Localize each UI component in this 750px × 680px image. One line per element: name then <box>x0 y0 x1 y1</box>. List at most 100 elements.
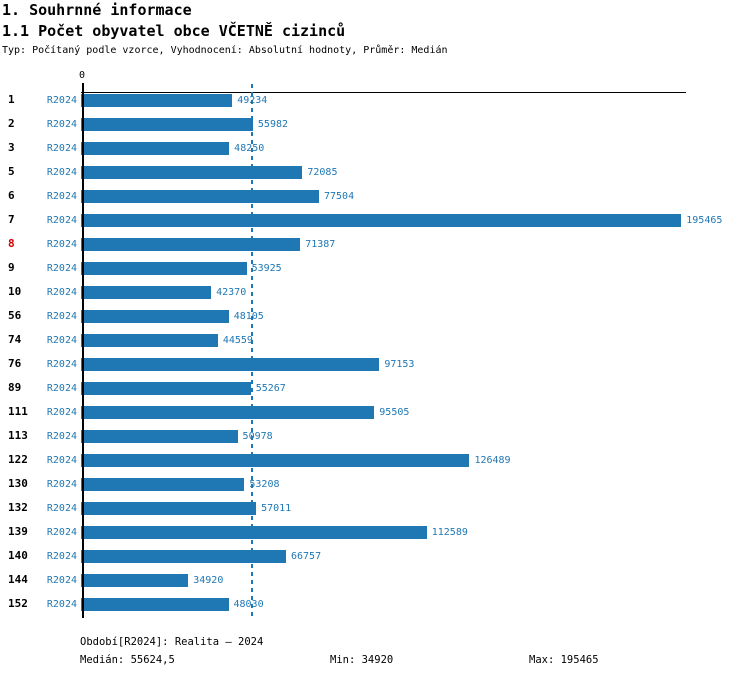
series-label: R2024 <box>46 406 77 418</box>
row-label: 144 <box>8 573 28 586</box>
bar <box>81 333 218 347</box>
series-label: R2024 <box>46 190 77 202</box>
value-label: 72085 <box>307 166 338 178</box>
row-label: 6 <box>8 189 15 202</box>
row-label: 132 <box>8 501 28 514</box>
row-label: 113 <box>8 429 28 442</box>
row-label: 2 <box>8 117 15 130</box>
bar <box>81 93 233 107</box>
row-label: 140 <box>8 549 28 562</box>
bar <box>81 477 245 491</box>
series-label: R2024 <box>46 142 77 154</box>
bar <box>81 285 212 299</box>
value-label: 112589 <box>431 526 468 538</box>
row-label: 139 <box>8 525 28 538</box>
bar <box>81 381 251 395</box>
axis-zero-tick-label: 0 <box>78 70 86 81</box>
value-label: 66757 <box>291 550 322 562</box>
bar <box>81 189 319 203</box>
row-label: 89 <box>8 381 22 394</box>
footer-min: Min: 34920 <box>330 654 394 666</box>
series-label: R2024 <box>46 94 77 106</box>
row-label: 122 <box>8 453 28 466</box>
bar <box>81 453 470 467</box>
value-label: 55982 <box>257 118 289 130</box>
row-label: 5 <box>8 165 15 178</box>
row-label: 1 <box>8 93 15 106</box>
bar <box>81 597 229 611</box>
series-label: R2024 <box>46 598 77 610</box>
value-label: 55267 <box>255 382 286 394</box>
value-label: 71387 <box>305 238 336 250</box>
row-label: 152 <box>8 597 28 610</box>
chart-meta: Typ: Počítaný podle vzorce, Vyhodnocení:… <box>2 45 448 56</box>
row-label: 111 <box>8 405 28 418</box>
bar <box>81 525 427 539</box>
bar <box>81 501 257 515</box>
value-label: 44559 <box>222 334 253 346</box>
series-label: R2024 <box>46 118 77 130</box>
value-label: 48105 <box>233 310 264 322</box>
footer-period: Období[R2024]: Realita – 2024 <box>80 636 264 648</box>
bar <box>81 573 189 587</box>
x-axis-line <box>81 92 686 93</box>
series-label: R2024 <box>46 502 77 514</box>
median-line <box>250 84 253 620</box>
bar <box>81 117 253 131</box>
value-label: 77504 <box>324 190 355 202</box>
series-label: R2024 <box>46 430 77 442</box>
page-title: 1. Souhrnné informace <box>2 1 192 19</box>
bar <box>81 213 682 227</box>
value-label: 97153 <box>384 358 415 370</box>
y-axis-line <box>81 83 84 618</box>
row-label: 10 <box>8 285 22 298</box>
footer-max: Max: 195465 <box>529 654 599 666</box>
section-title: 1.1 Počet obyvatel obce VČETNĚ cizinců <box>2 22 346 40</box>
row-label: 3 <box>8 141 15 154</box>
series-label: R2024 <box>46 166 77 178</box>
row-label: 74 <box>8 333 22 346</box>
bar <box>81 261 247 275</box>
footer-median: Medián: 55624,5 <box>80 654 175 666</box>
bar <box>81 141 230 155</box>
series-label: R2024 <box>46 310 77 322</box>
row-label: 9 <box>8 261 15 274</box>
value-label: 49234 <box>237 94 268 106</box>
series-label: R2024 <box>46 478 77 490</box>
series-label: R2024 <box>46 382 77 394</box>
series-label: R2024 <box>46 286 77 298</box>
series-label: R2024 <box>46 454 77 466</box>
bar <box>81 237 301 251</box>
value-label: 53208 <box>249 478 280 490</box>
series-label: R2024 <box>46 358 77 370</box>
value-label: 42370 <box>216 286 247 298</box>
row-label: 130 <box>8 477 28 490</box>
value-label: 34920 <box>193 574 224 586</box>
series-label: R2024 <box>46 238 77 250</box>
bar <box>81 357 380 371</box>
value-label: 50978 <box>242 430 273 442</box>
bar <box>81 429 238 443</box>
bar <box>81 165 303 179</box>
value-label: 95505 <box>379 406 410 418</box>
row-label: 76 <box>8 357 22 370</box>
bar <box>81 549 286 563</box>
series-label: R2024 <box>46 214 77 226</box>
value-label: 48030 <box>233 598 264 610</box>
series-label: R2024 <box>46 574 77 586</box>
bar <box>81 309 229 323</box>
series-label: R2024 <box>46 262 77 274</box>
row-label: 56 <box>8 309 22 322</box>
row-label: 7 <box>8 213 15 226</box>
bar <box>81 405 375 419</box>
value-label: 126489 <box>474 454 511 466</box>
series-label: R2024 <box>46 550 77 562</box>
value-label: 48250 <box>234 142 265 154</box>
value-label: 195465 <box>686 214 723 226</box>
value-label: 57011 <box>261 502 292 514</box>
series-label: R2024 <box>46 526 77 538</box>
value-label: 53925 <box>251 262 282 274</box>
row-label: 8 <box>8 237 15 250</box>
